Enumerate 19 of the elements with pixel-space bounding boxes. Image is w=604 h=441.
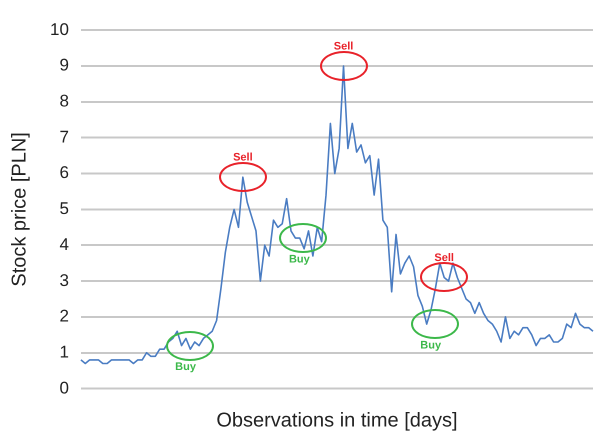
y-tick-label: 10 [50,20,69,39]
annotation: Buy [288,254,311,266]
annotation: Sell [334,40,354,53]
y-tick-label: 3 [59,270,69,290]
y-tick-label: 0 [59,378,69,398]
annotation: Sell [434,252,454,264]
y-tick-label: 5 [59,199,69,218]
y-axis-title: Stock price [PLN] [8,132,31,287]
y-tick-label: 8 [59,92,69,111]
annotation: Buy [175,361,197,374]
y-tick-label: 1 [59,342,69,362]
x-axis-title: Observations in time [days] [216,410,458,432]
y-tick-label: 6 [59,163,69,182]
annotation: Sell [233,152,253,164]
y-tick-label: 9 [59,56,69,75]
annotation: Buy [420,340,442,352]
y-tick-label: 4 [59,234,69,254]
y-tick-label: 2 [59,306,69,326]
y-tick-label: 7 [59,127,69,146]
